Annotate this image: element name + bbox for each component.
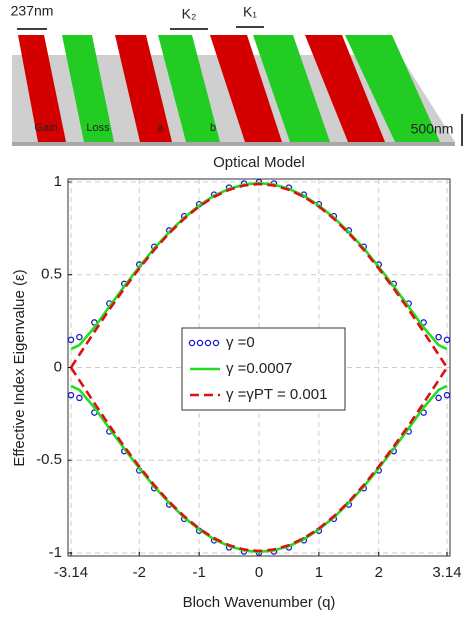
chart-title: Optical Model xyxy=(213,154,305,171)
height-label: 500nm xyxy=(411,121,454,137)
marker xyxy=(443,391,451,399)
substrate-edge xyxy=(12,142,455,146)
b-label: b xyxy=(210,122,216,134)
marker xyxy=(435,333,442,341)
period-label: 237nm xyxy=(11,3,54,19)
x-tick-label: -1 xyxy=(192,564,205,581)
gain-bar xyxy=(210,35,282,142)
gain-bar xyxy=(305,35,385,142)
loss-bar xyxy=(158,35,220,142)
y-tick-label: 1 xyxy=(54,173,62,190)
x-tick-label: 1 xyxy=(315,564,323,581)
k2-label: K₂ xyxy=(182,6,197,22)
gratings xyxy=(18,35,440,142)
loss-bar xyxy=(62,35,114,142)
legend-marker xyxy=(212,339,220,347)
legend-label: γ =0 xyxy=(226,334,255,351)
y-tick-label: -1 xyxy=(49,544,62,561)
x-tick-label: -2 xyxy=(133,564,146,581)
schematic: 237nm K₂ K₁ Gain Loss a b 500nm xyxy=(11,3,463,146)
x-tick-label: -3.14 xyxy=(54,564,88,581)
x-tick-label: 3.14 xyxy=(432,564,461,581)
marker xyxy=(76,394,83,402)
series-line xyxy=(69,366,449,553)
marker xyxy=(443,336,451,344)
gain-bar xyxy=(18,35,66,142)
y-tick-label: 0 xyxy=(54,358,62,375)
marker xyxy=(76,333,83,341)
marker xyxy=(435,394,442,402)
x-tick-label: 2 xyxy=(375,564,383,581)
legend-marker xyxy=(204,339,212,347)
marker xyxy=(67,336,75,344)
legend: γ =0 γ =0.0007 γ =γPT = 0.001 xyxy=(181,327,346,411)
legend-marker xyxy=(188,339,196,347)
gain-label: Gain xyxy=(34,122,57,134)
loss-bar xyxy=(345,35,440,142)
loss-label: Loss xyxy=(86,122,110,134)
legend-label: γ =0.0007 xyxy=(226,360,292,377)
y-axis-label: Effective Index Eigenvalue (ε) xyxy=(11,269,28,466)
x-axis-label: Bloch Wavenumber (q) xyxy=(183,594,336,611)
loss-bar xyxy=(253,35,330,142)
a-label: a xyxy=(157,122,164,134)
series-line xyxy=(69,182,449,369)
y-tick-label: 0.5 xyxy=(41,266,62,283)
gain-bar xyxy=(115,35,172,142)
dimension-arrows xyxy=(17,26,463,146)
legend-label: γ =γPT = 0.001 xyxy=(226,386,327,403)
legend-marker xyxy=(196,339,204,347)
k1-label: K₁ xyxy=(243,4,257,20)
marker xyxy=(67,391,75,399)
x-tick-label: 0 xyxy=(255,564,263,581)
y-tick-label: -0.5 xyxy=(36,451,62,468)
